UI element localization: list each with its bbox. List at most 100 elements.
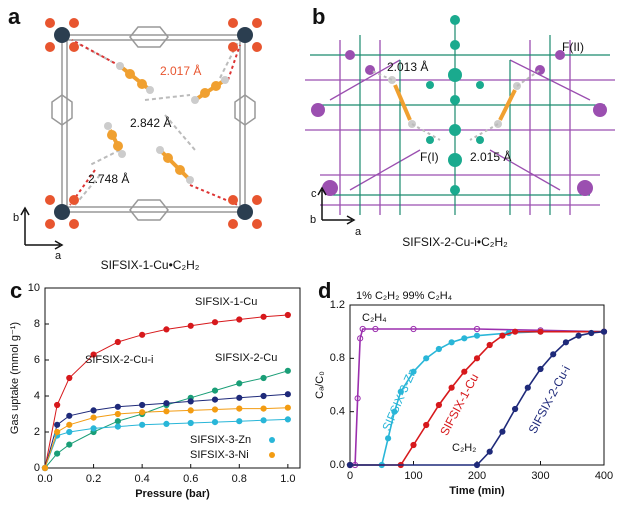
structure-shape [146, 86, 154, 94]
y-tick-label: 2 [34, 426, 40, 438]
structure-shape [163, 153, 173, 163]
data-point [357, 335, 364, 342]
data-point [66, 421, 73, 428]
structure-shape [113, 141, 123, 151]
data-point [397, 388, 404, 395]
data-point [391, 408, 398, 415]
structure-shape [20, 206, 64, 250]
legend-marker [269, 437, 275, 443]
structure-shape [411, 123, 441, 141]
series-label: SIFSIX-1-Cu [437, 371, 481, 438]
structure-shape [186, 176, 194, 184]
data-point [284, 391, 291, 398]
structure-shape [69, 219, 79, 229]
structure-shape [393, 84, 412, 121]
y-tick-label: 8 [34, 318, 40, 330]
y-axis-label: Gas uptake (mmol g⁻¹) [9, 322, 21, 434]
data-point [423, 355, 430, 362]
structure-shape [346, 215, 356, 225]
caption: SIFSIX-2-Cu-i•C₂H₂ [402, 235, 508, 249]
data-point [54, 450, 61, 457]
structure-shape [369, 69, 393, 81]
panel-label: c [10, 278, 22, 303]
structure-shape [228, 18, 238, 28]
data-point [211, 406, 219, 413]
data-point [588, 329, 595, 337]
structure-shape [45, 18, 262, 229]
structure-shape [200, 88, 210, 98]
data-point [187, 322, 194, 329]
data-point [537, 328, 544, 335]
data-point [114, 410, 121, 418]
structure-shape [311, 50, 607, 196]
structure-shape [175, 165, 185, 175]
atom-label: F(II) [562, 40, 584, 54]
data-point [284, 311, 291, 319]
y-axis-label: Cₐ/C₀ [314, 371, 326, 399]
data-point [512, 328, 519, 335]
data-point [260, 417, 267, 424]
x-tick-label: 0.6 [183, 473, 198, 485]
annotation: 1% C₂H₂ 99% C₂H₄ [356, 290, 453, 302]
structure-shape [450, 40, 460, 50]
structure-shape [476, 81, 484, 89]
data-point [473, 355, 481, 362]
structure-shape [125, 69, 135, 79]
structure-shape [69, 18, 79, 28]
legend-label: SIFSIX-3-Zn [190, 434, 251, 446]
data-point [448, 384, 455, 391]
data-point [575, 332, 582, 339]
data-point [139, 401, 146, 409]
data-point [537, 365, 544, 373]
structure-shape [104, 122, 112, 130]
structure-shape [234, 94, 256, 126]
structure-shape [322, 180, 338, 196]
y-tick-label: 4 [34, 390, 40, 402]
data-point [499, 428, 506, 435]
structure-shape [227, 44, 241, 81]
data-point [187, 419, 194, 427]
data-point [139, 331, 146, 338]
structure-shape [54, 240, 64, 250]
series-line [44, 370, 288, 469]
structure-shape [45, 195, 55, 205]
axis-label: b [310, 214, 316, 226]
data-point [114, 338, 121, 346]
x-tick-label: 0 [347, 470, 353, 482]
data-point [114, 403, 121, 410]
structure-shape [317, 186, 327, 196]
data-point [473, 325, 481, 333]
data-point [236, 394, 243, 401]
data-point [163, 420, 170, 427]
data-point [211, 387, 219, 394]
series-line [350, 330, 604, 466]
y-tick-label: 0 [34, 462, 40, 474]
x-axis-label: Pressure (bar) [135, 488, 210, 500]
legend-marker [269, 452, 275, 458]
data-point [211, 396, 219, 403]
structure-shape [164, 114, 196, 151]
data-point [90, 351, 97, 358]
structure-shape [516, 69, 541, 87]
data-point [284, 367, 291, 374]
series-label: SIFSIX-3-Zn [379, 366, 419, 433]
data-point [461, 335, 468, 342]
y-tick-label: 10 [28, 282, 40, 294]
structure-shape [252, 42, 262, 52]
structure-shape [54, 204, 70, 220]
x-tick-label: 0.4 [134, 473, 149, 485]
structure-b [305, 15, 615, 225]
structure-a [20, 18, 262, 250]
distance-label: 2.013 Å [387, 59, 428, 74]
x-tick-label: 400 [595, 470, 613, 482]
structure-shape [252, 18, 262, 28]
x-tick-label: 300 [531, 470, 549, 482]
structure-shape [45, 219, 55, 229]
data-point [410, 368, 417, 375]
structure-shape [450, 95, 460, 105]
distance-label: 2.015 Å [470, 149, 511, 164]
structure-shape [118, 150, 126, 158]
structure-shape [137, 79, 147, 89]
data-point [260, 392, 267, 400]
